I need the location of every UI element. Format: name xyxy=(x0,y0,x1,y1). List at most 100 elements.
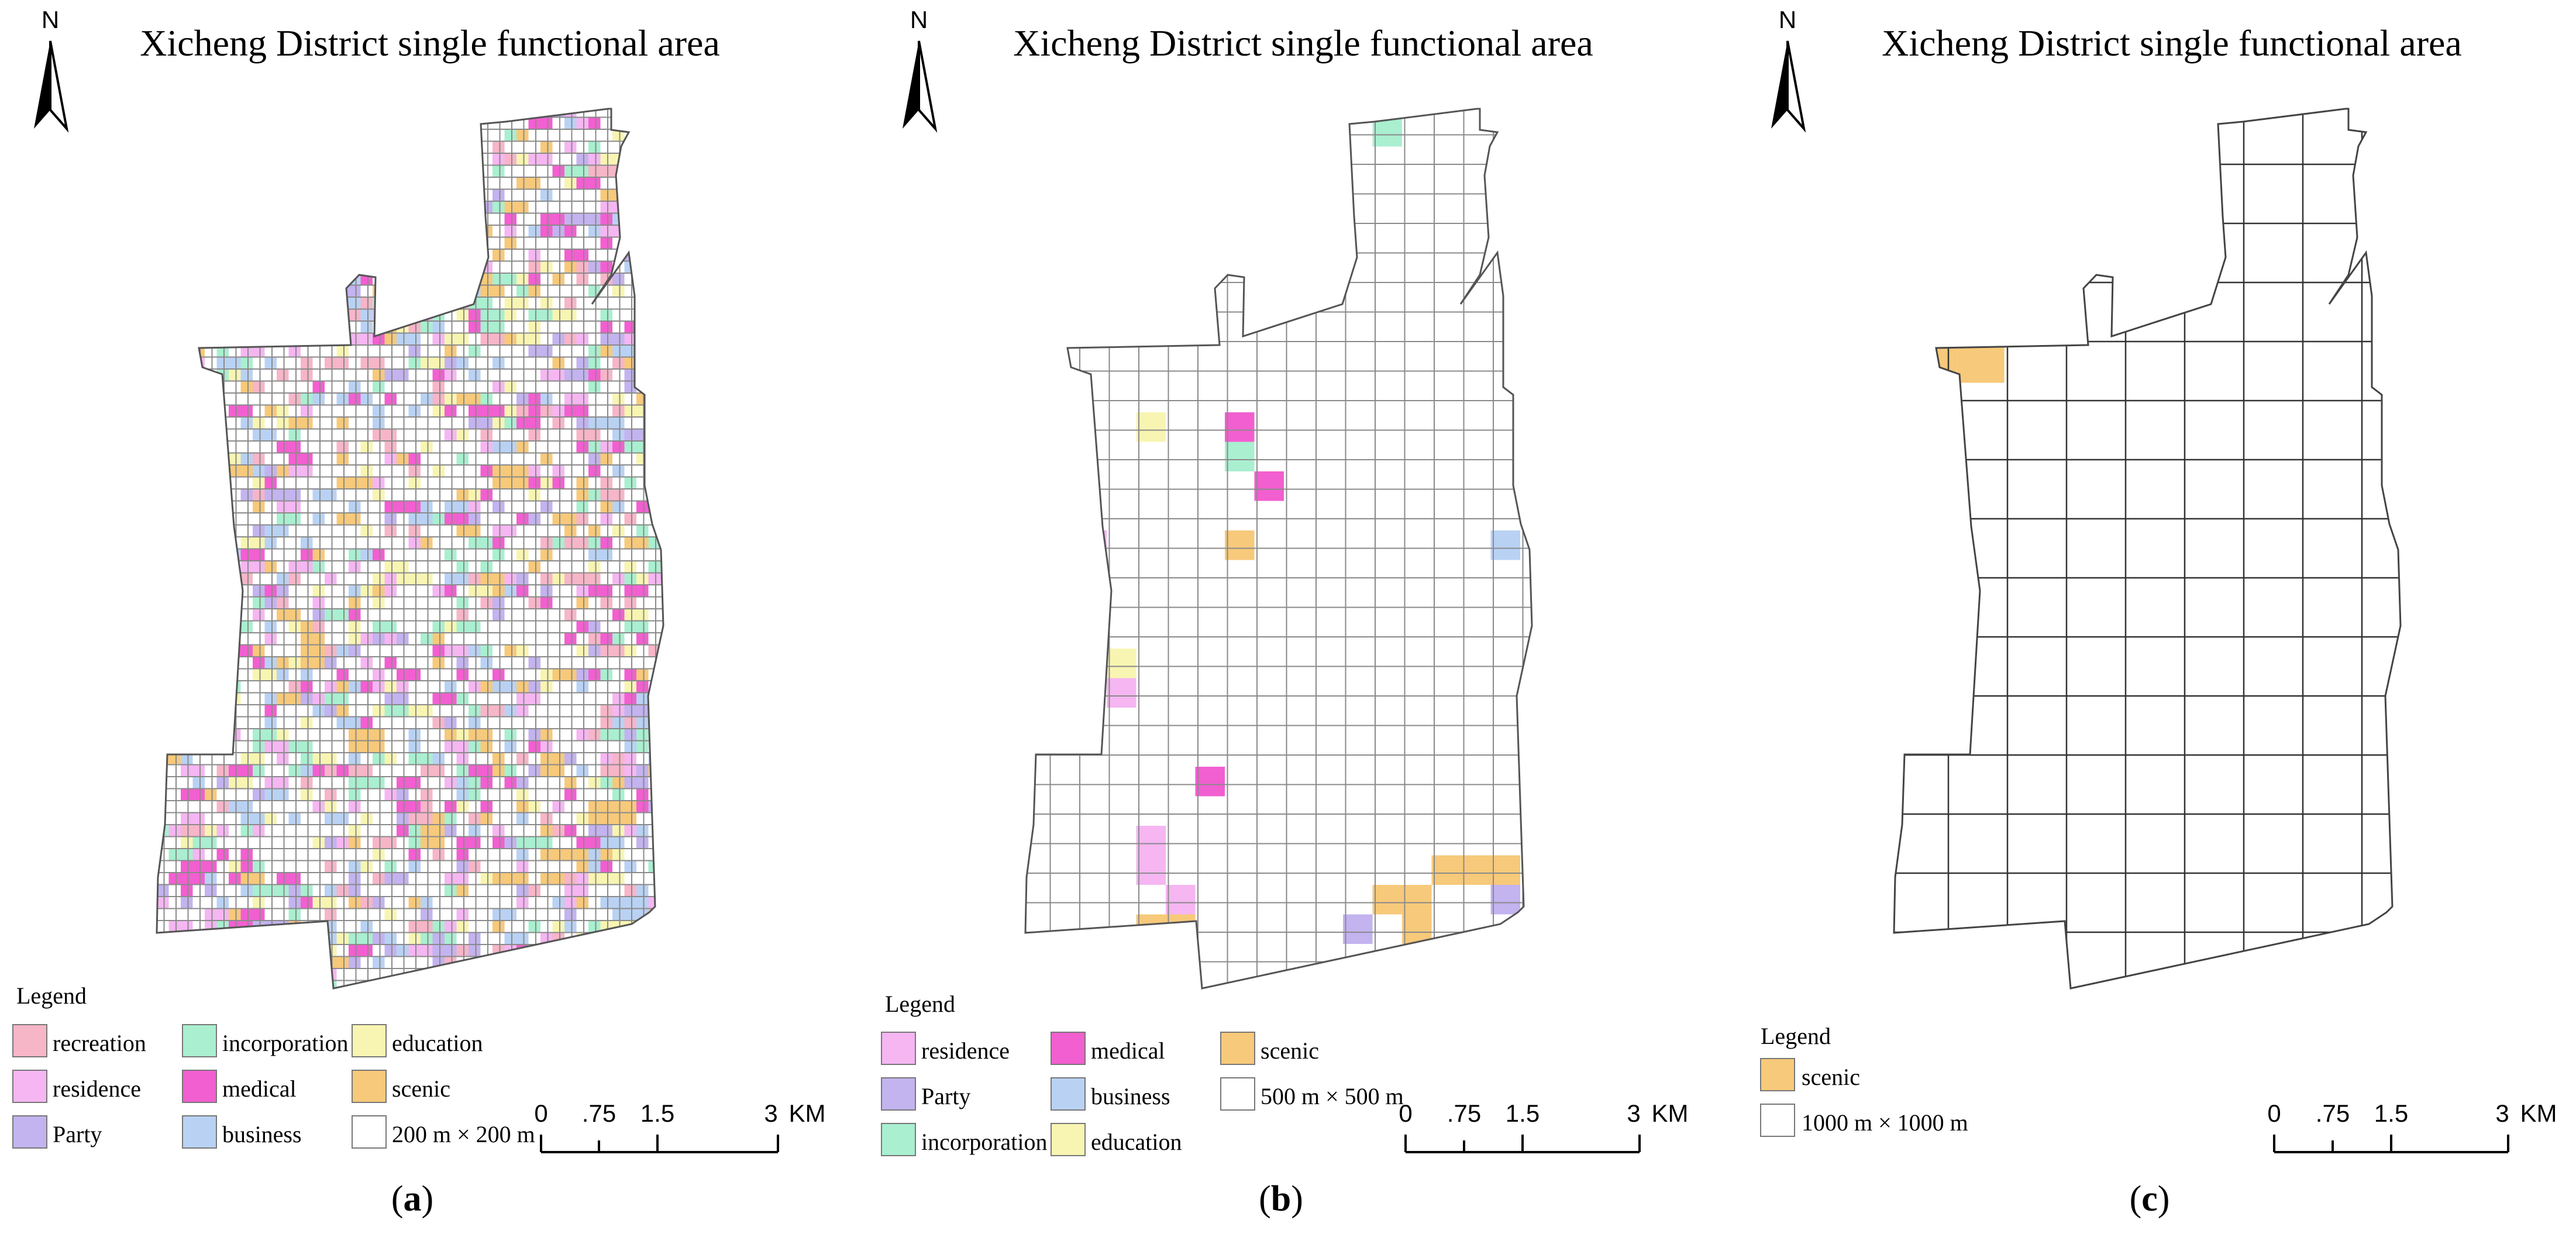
cell-education xyxy=(277,729,289,741)
cell-scenic xyxy=(1550,442,1580,472)
cell-residence xyxy=(216,477,229,489)
cell-Party xyxy=(157,884,169,897)
cell-medical xyxy=(240,549,265,561)
cell-Party xyxy=(624,177,636,189)
legend-item-medical: medical xyxy=(182,1070,297,1103)
cell-residence xyxy=(312,597,325,609)
cell-Party xyxy=(493,501,505,513)
cell-scenic xyxy=(301,165,313,177)
map-title-a: Xicheng District single functional area xyxy=(140,22,720,64)
cell-medical xyxy=(157,609,169,621)
cell-incorporation xyxy=(288,945,301,957)
district-map-b xyxy=(1024,108,1580,990)
cell-education xyxy=(636,573,649,585)
cell-residence xyxy=(168,321,181,333)
cell-scenic xyxy=(493,764,505,777)
scale-bar-c: 0 .75 1.5 3 KM xyxy=(2267,1099,2557,1153)
cell-business xyxy=(264,357,277,369)
cell-business xyxy=(432,980,445,988)
cell-recreation xyxy=(624,884,636,897)
cell-business xyxy=(192,441,205,453)
cell-residence xyxy=(648,177,660,189)
cell-incorporation xyxy=(240,825,253,837)
cell-recreation xyxy=(480,705,505,717)
cell-residence xyxy=(600,441,612,453)
cell-business xyxy=(504,740,516,753)
cell-Party xyxy=(384,369,409,381)
cell-medical xyxy=(397,777,421,789)
cell-Party xyxy=(421,908,433,921)
cell-recreation xyxy=(552,825,564,837)
cell-incorporation xyxy=(192,836,217,849)
cell-Party xyxy=(397,633,409,645)
cell-business xyxy=(516,849,529,861)
cell-residence xyxy=(360,633,373,645)
cell-incorporation xyxy=(600,777,612,789)
cell-recreation xyxy=(469,573,481,585)
cell-recreation xyxy=(480,429,493,441)
cell-Party xyxy=(253,788,265,801)
cell-business xyxy=(336,393,349,405)
cell-medical xyxy=(264,225,289,237)
cell-recreation xyxy=(421,812,433,825)
cell-recreation xyxy=(432,393,445,405)
cell-residence xyxy=(384,585,397,597)
cell-business xyxy=(469,716,481,729)
cell-residence xyxy=(552,801,564,813)
cell-business xyxy=(636,884,649,897)
cell-business xyxy=(205,740,217,753)
cell-medical xyxy=(181,860,193,873)
cell-residence xyxy=(456,908,469,921)
cell-Party xyxy=(528,657,540,669)
cell-medical xyxy=(384,393,397,405)
legend-item-500-m-500-m: 500 m × 500 m xyxy=(1220,1077,1404,1111)
cell-incorporation xyxy=(181,165,205,177)
cell-medical xyxy=(445,513,469,525)
cell-education xyxy=(349,201,361,213)
cell-recreation xyxy=(432,716,445,729)
cell-recreation xyxy=(564,873,577,885)
cell-education xyxy=(516,788,529,801)
cell-medical xyxy=(312,381,325,393)
cell-scenic xyxy=(336,321,349,333)
cell-incorporation xyxy=(456,764,469,777)
cell-Party xyxy=(360,201,373,213)
legend-swatch xyxy=(182,1070,217,1103)
legend-label: business xyxy=(1091,1083,1170,1109)
cell-Party xyxy=(312,956,325,968)
cell-business xyxy=(312,489,337,501)
cell-business xyxy=(612,836,625,849)
cell-education xyxy=(288,621,301,633)
cell-residence xyxy=(157,681,181,693)
cell-residence xyxy=(157,573,181,585)
cell-business xyxy=(612,429,625,441)
scale-tick-15: 1.5 xyxy=(1506,1099,1540,1127)
cell-business xyxy=(349,753,361,765)
cell-incorporation xyxy=(157,177,169,189)
cell-medical xyxy=(408,213,421,225)
map-title-c: Xicheng District single functional area xyxy=(1882,22,2462,64)
cell-Party xyxy=(397,812,409,825)
legend-item-residence: residence xyxy=(881,1032,1010,1065)
cell-medical xyxy=(168,441,181,453)
cell-incorporation xyxy=(277,980,301,988)
cell-education xyxy=(157,273,169,285)
cell-business xyxy=(168,740,181,753)
cell-recreation xyxy=(600,597,612,609)
cell-education xyxy=(612,285,625,297)
cell-business xyxy=(600,836,612,849)
cell-incorporation xyxy=(493,165,505,177)
cell-scenic xyxy=(157,285,169,297)
cell-medical xyxy=(181,884,193,897)
cell-business xyxy=(493,357,505,369)
cell-business xyxy=(408,860,421,873)
cell-recreation xyxy=(325,644,337,657)
cell-recreation xyxy=(600,932,612,945)
cell-education xyxy=(360,860,373,873)
cell-medical xyxy=(1225,146,1255,176)
legend-label: 500 m × 500 m xyxy=(1261,1083,1404,1109)
cell-education xyxy=(432,405,445,417)
cell-recreation xyxy=(648,273,660,285)
cell-recreation xyxy=(325,908,337,921)
cell-education xyxy=(576,812,588,825)
